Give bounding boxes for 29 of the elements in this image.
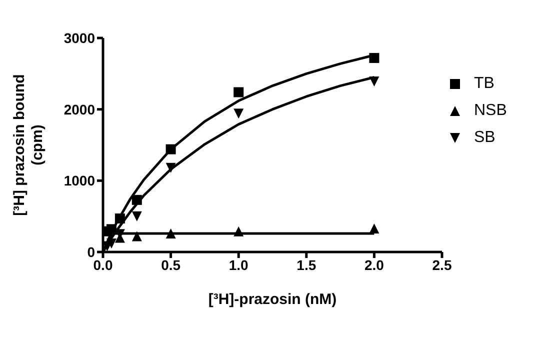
y-axis-title: [³H] prazosin bound (cpm): [11, 74, 46, 216]
point: [132, 194, 142, 205]
point: [166, 162, 176, 173]
x-tick-label: 2.0: [364, 256, 384, 273]
x-tick-label: 1.0: [228, 256, 249, 273]
point: [132, 231, 142, 242]
x-axis-title: [³H]-prazosin (nM): [208, 291, 337, 308]
point: [234, 108, 244, 119]
point: [369, 52, 380, 63]
point: [234, 226, 244, 236]
y-tick-label: 2000: [64, 101, 96, 118]
point: [132, 211, 142, 222]
point: [114, 213, 125, 224]
y-tick-label: 3000: [64, 30, 96, 46]
point: [106, 238, 116, 248]
point: [369, 223, 380, 234]
point: [166, 228, 176, 238]
x-tick-label: 0.5: [161, 256, 181, 273]
point: [234, 87, 244, 98]
legend-label: NSB: [474, 102, 507, 120]
point: [166, 144, 176, 154]
y-tick-label: 0: [87, 244, 96, 260]
x-tick-label: 2.5: [432, 256, 452, 273]
y-tick-label: 1000: [64, 172, 96, 189]
legend-label: TB: [474, 74, 494, 92]
legend-label: SB: [474, 128, 496, 146]
point: [369, 76, 380, 87]
x-tick-label: 0.0: [93, 256, 113, 273]
x-tick-label: 1.5: [296, 256, 316, 273]
